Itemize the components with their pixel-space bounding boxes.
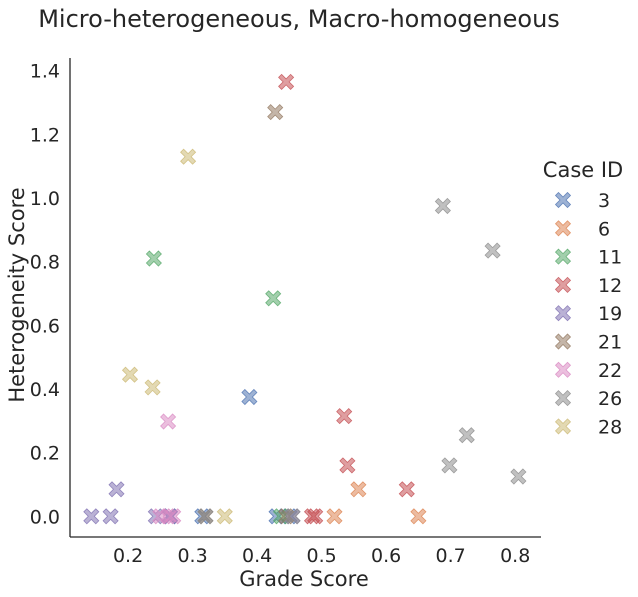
data-point-case-19: [102, 508, 119, 525]
data-point-case-26: [441, 457, 458, 474]
data-point-case-26: [284, 508, 301, 525]
legend-marker-11: [554, 248, 572, 265]
y-tick-label: 1.2: [30, 124, 60, 146]
data-point-case-12: [278, 73, 295, 90]
y-tick-label: 0.6: [30, 315, 60, 337]
data-point-case-26: [510, 468, 527, 485]
chart-title: Micro-heterogeneous, Macro-homogeneous: [38, 5, 560, 33]
legend: Case ID 3 6 11 12 19 21 22 26 28: [543, 158, 623, 438]
data-point-case-6: [326, 508, 343, 525]
data-point-case-19: [83, 508, 100, 525]
y-tick-label: 0.4: [30, 379, 60, 401]
data-point-case-11: [145, 250, 162, 267]
data-point-case-3: [241, 388, 258, 406]
x-tick-label: 0.4: [242, 545, 272, 567]
legend-marker-19: [554, 305, 572, 322]
legend-label: 21: [598, 332, 622, 354]
legend-marker-6: [554, 220, 572, 237]
legend-label: 28: [598, 416, 622, 438]
y-tick-label: 0.0: [30, 506, 60, 528]
legend-marker-12: [554, 276, 572, 293]
x-axis-ticks: 0.2 0.3 0.4 0.5 0.6 0.7 0.8: [113, 545, 530, 567]
data-point-case-21: [267, 104, 284, 121]
legend-marker-28: [554, 418, 572, 435]
data-point-case-11: [265, 290, 282, 307]
data-point-case-28: [144, 379, 161, 396]
legend-marker-3: [554, 191, 572, 209]
legend-label: 26: [598, 388, 622, 410]
y-tick-label: 0.8: [30, 252, 60, 274]
data-point-case-26: [434, 197, 451, 215]
legend-label: 19: [598, 303, 622, 325]
data-point-case-6: [350, 481, 367, 498]
x-tick-label: 0.2: [113, 545, 143, 567]
data-point-case-26: [484, 242, 501, 259]
legend-marker-26: [554, 390, 572, 407]
data-point-case-12: [398, 481, 415, 498]
data-point-case-28: [180, 148, 197, 165]
x-tick-label: 0.6: [371, 545, 401, 567]
legend-label: 11: [598, 247, 622, 269]
data-point-case-28: [121, 366, 139, 383]
data-point-case-12: [307, 508, 324, 525]
x-tick-label: 0.5: [307, 545, 337, 567]
data-point-case-22: [165, 508, 182, 525]
legend-marker-21: [554, 333, 572, 350]
y-tick-label: 0.2: [30, 443, 60, 465]
data-points: [83, 73, 527, 525]
x-tick-label: 0.8: [500, 545, 530, 567]
y-tick-label: 1.0: [30, 188, 60, 210]
data-point-case-12: [339, 457, 356, 474]
data-point-case-22: [160, 413, 177, 430]
y-axis-label: Heterogeneity Score: [5, 187, 29, 402]
legend-title: Case ID: [543, 158, 623, 182]
y-axis-ticks: 0.0 0.2 0.4 0.6 0.8 1.0 1.2 1.4: [30, 61, 60, 529]
legend-label: 12: [598, 275, 622, 297]
data-point-case-26: [197, 508, 214, 525]
x-tick-label: 0.7: [436, 545, 466, 567]
legend-label: 22: [598, 360, 622, 382]
x-tick-label: 0.3: [177, 545, 207, 567]
data-point-case-12: [336, 408, 353, 425]
data-point-case-19: [108, 481, 125, 498]
legend-label: 3: [598, 190, 610, 212]
data-point-case-6: [410, 508, 427, 525]
x-axis-label: Grade Score: [239, 567, 369, 591]
legend-marker-22: [554, 361, 572, 378]
legend-label: 6: [598, 218, 610, 240]
y-tick-label: 1.4: [30, 61, 60, 83]
data-point-case-28: [216, 508, 233, 525]
data-point-case-26: [458, 427, 475, 444]
